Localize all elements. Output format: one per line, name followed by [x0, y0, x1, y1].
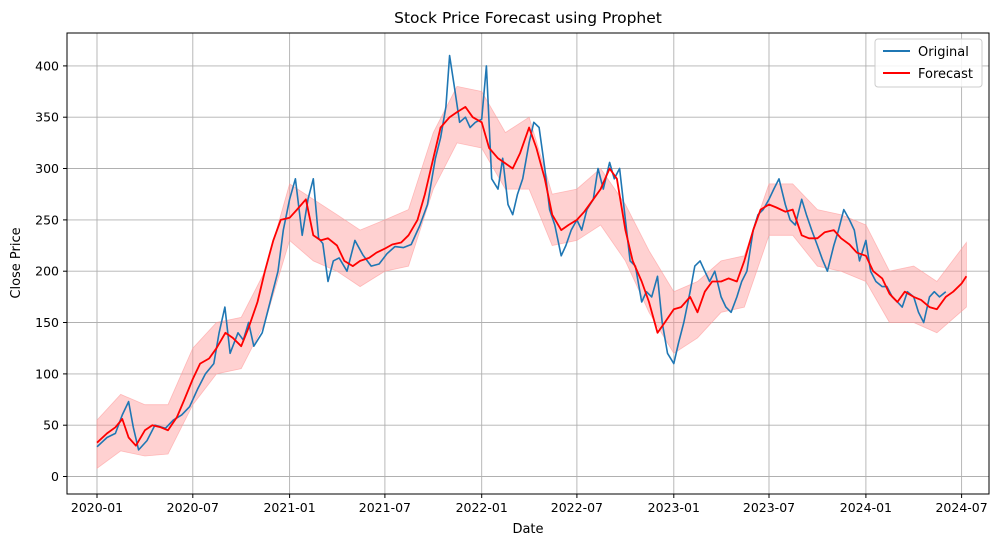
forecast-uncertainty-band: [96, 85, 967, 470]
y-tick-label: 0: [51, 469, 59, 484]
y-tick-label: 400: [35, 58, 59, 73]
y-axis: 0 50 100 150 200 250 300 350 400: [35, 58, 67, 484]
y-tick-label: 100: [35, 366, 59, 381]
x-tick-label: 2023-01: [648, 500, 700, 515]
series-line-forecast: [96, 106, 968, 447]
y-tick-label: 300: [35, 161, 59, 176]
x-tick-label: 2021-07: [359, 500, 411, 515]
x-tick-label: 2021-01: [263, 500, 315, 515]
x-tick-label: 2020-07: [167, 500, 219, 515]
x-tick-label: 2024-07: [935, 500, 987, 515]
uncertainty-band-layer: [96, 85, 967, 470]
x-axis: 2020-01 2020-07 2021-01 2021-07 2022-01 2022-…: [71, 494, 988, 515]
chart-title: Stock Price Forecast using Prophet: [394, 9, 662, 27]
y-tick-label: 150: [35, 315, 59, 330]
legend: Original Forecast: [874, 38, 983, 88]
y-tick-label: 250: [35, 212, 59, 227]
x-tick-label: 2022-07: [551, 500, 603, 515]
gridlines: [67, 33, 989, 494]
x-tick-label: 2024-01: [840, 500, 892, 515]
plot-frame: [66, 32, 990, 495]
y-axis-label: Close Price: [9, 227, 24, 298]
y-tick-label: 350: [35, 110, 59, 125]
series-layer: [96, 54, 968, 451]
legend-label-forecast: Forecast: [918, 67, 973, 82]
series-line-original: [96, 54, 947, 451]
legend-label-original: Original: [918, 45, 969, 60]
x-tick-label: 2022-01: [456, 500, 508, 515]
x-tick-label: 2023-07: [743, 500, 795, 515]
x-axis-label: Date: [512, 522, 543, 537]
x-tick-label: 2020-01: [71, 500, 123, 515]
y-tick-label: 50: [43, 418, 59, 433]
y-tick-label: 200: [35, 264, 59, 279]
